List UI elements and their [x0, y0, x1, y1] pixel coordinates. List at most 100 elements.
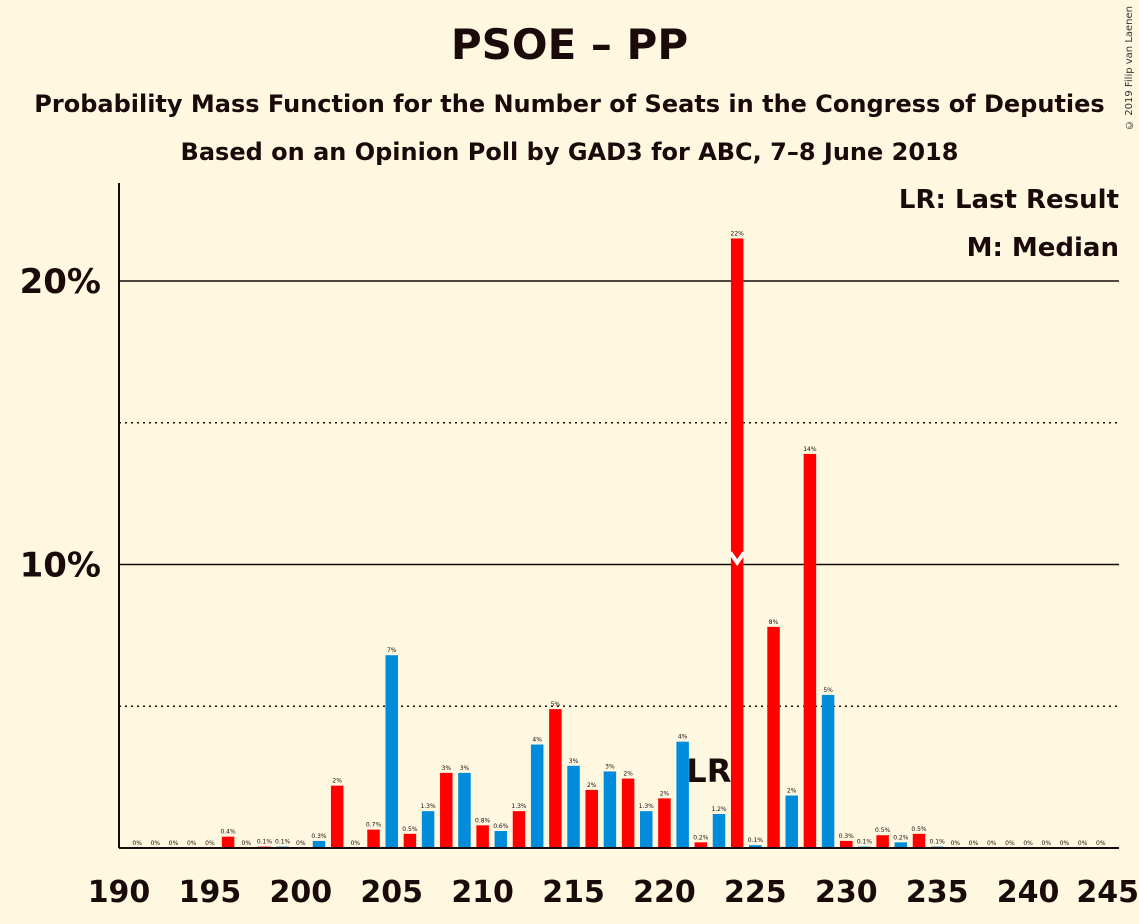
bar: [385, 655, 398, 848]
data-label: 0.7%: [366, 822, 382, 829]
bar: [367, 829, 380, 848]
bar: [440, 772, 453, 848]
bar: [403, 833, 417, 848]
data-label: 0.5%: [875, 827, 891, 834]
bar: [894, 842, 908, 848]
bar: [785, 795, 798, 848]
data-label: 0.1%: [857, 839, 873, 846]
data-label: 0.8%: [475, 817, 491, 824]
x-tick-label: 235: [906, 875, 969, 910]
gridlines: [119, 280, 1119, 707]
x-tick-label: 210: [451, 875, 514, 910]
data-label: 0%: [187, 840, 197, 847]
data-label: 0%: [169, 840, 179, 847]
legend-median: M: Median: [966, 233, 1119, 263]
data-label: 2%: [787, 788, 797, 795]
data-label: 0%: [1096, 840, 1106, 847]
data-label: 0.3%: [839, 833, 855, 840]
bar: [476, 825, 489, 848]
chart-title: PSOE – PP: [450, 20, 689, 69]
data-label: 0%: [151, 840, 161, 847]
data-label: 1.3%: [639, 803, 655, 810]
data-label: 5%: [823, 687, 833, 694]
bar: [221, 836, 235, 848]
data-labels: 0% 0% 0% 0% 0%0.4%0% 0.1% 0.1% 0%0.3%2%0%0.7%7%…: [132, 230, 1105, 847]
bar: [640, 811, 653, 848]
data-label: 0%: [1060, 840, 1070, 847]
median-marker: [728, 551, 746, 566]
bar: [676, 741, 689, 848]
data-label: 0.5%: [911, 826, 927, 833]
x-tick-label: 215: [542, 875, 605, 910]
bar: [658, 798, 671, 848]
bar: [567, 765, 580, 848]
x-tick-label: 195: [179, 875, 242, 910]
data-label: 2%: [660, 790, 670, 797]
data-label: 0%: [1005, 840, 1015, 847]
y-tick-label: 10%: [20, 546, 101, 586]
bar: [494, 830, 508, 848]
x-tick-label: 245: [1076, 875, 1139, 910]
bar: [876, 835, 889, 848]
bar: [312, 840, 326, 848]
bar: [912, 833, 926, 848]
x-tick-label: 230: [815, 875, 878, 910]
data-label: 14%: [803, 446, 817, 453]
bar: [749, 845, 762, 848]
y-tick-label: 20%: [20, 262, 101, 302]
data-label: 1.2%: [711, 806, 727, 813]
bars: [221, 238, 944, 849]
x-tick-label: 190: [88, 875, 151, 910]
data-label: 0%: [296, 840, 306, 847]
data-label: 0%: [987, 840, 997, 847]
bar: [458, 772, 471, 848]
data-label: 0.2%: [693, 834, 709, 841]
data-label: 0.3%: [311, 833, 327, 840]
data-label: 0%: [969, 840, 979, 847]
x-tick-label: 200: [270, 875, 333, 910]
data-label: 3%: [569, 758, 579, 765]
bar: [730, 238, 744, 849]
data-label: 0%: [205, 840, 215, 847]
data-label: 7%: [387, 647, 397, 654]
data-label: 1.3%: [511, 803, 527, 810]
data-label: 2%: [332, 778, 342, 785]
data-label: 2%: [623, 771, 633, 778]
bar: [512, 811, 526, 848]
data-label: 0.5%: [402, 826, 418, 833]
last-result-label: LR: [686, 752, 731, 790]
bar: [585, 789, 598, 848]
bar: [840, 840, 853, 848]
x-tick-label: 205: [360, 875, 423, 910]
data-label: 0%: [242, 840, 252, 847]
bar: [712, 813, 726, 848]
data-label: 0.1%: [275, 839, 291, 846]
data-label: 0.2%: [893, 834, 909, 841]
data-label: 0%: [1078, 840, 1088, 847]
bar: [421, 811, 435, 848]
data-label: 0.1%: [930, 839, 946, 846]
data-label: 0%: [951, 840, 961, 847]
bar: [603, 771, 617, 848]
bar: [621, 778, 635, 848]
legend-last-result: LR: Last Result: [898, 185, 1119, 215]
data-label: 3%: [442, 765, 452, 772]
bar: [767, 626, 780, 848]
data-label: 22%: [731, 230, 745, 237]
data-label: 4%: [532, 737, 542, 744]
data-label: 0.1%: [257, 839, 273, 846]
chart-subtitle-2: Based on an Opinion Poll by GAD3 for ABC…: [180, 138, 959, 166]
bar: [549, 709, 562, 848]
data-label: 3%: [460, 765, 470, 772]
data-label: 0.1%: [748, 837, 764, 844]
data-label: 0%: [351, 840, 361, 847]
chart-subtitle: Probability Mass Function for the Number…: [34, 90, 1105, 118]
data-label: 8%: [769, 619, 779, 626]
data-label: 2%: [587, 782, 597, 789]
x-tick-label: 220: [633, 875, 696, 910]
axes: 10% 20% 190 195 200 205 210 215 220 225 230 235 240 2…: [20, 183, 1139, 910]
data-label: 4%: [678, 734, 688, 741]
data-label: 0%: [1023, 840, 1033, 847]
data-label: 0.6%: [493, 823, 509, 830]
bar: [330, 785, 344, 848]
